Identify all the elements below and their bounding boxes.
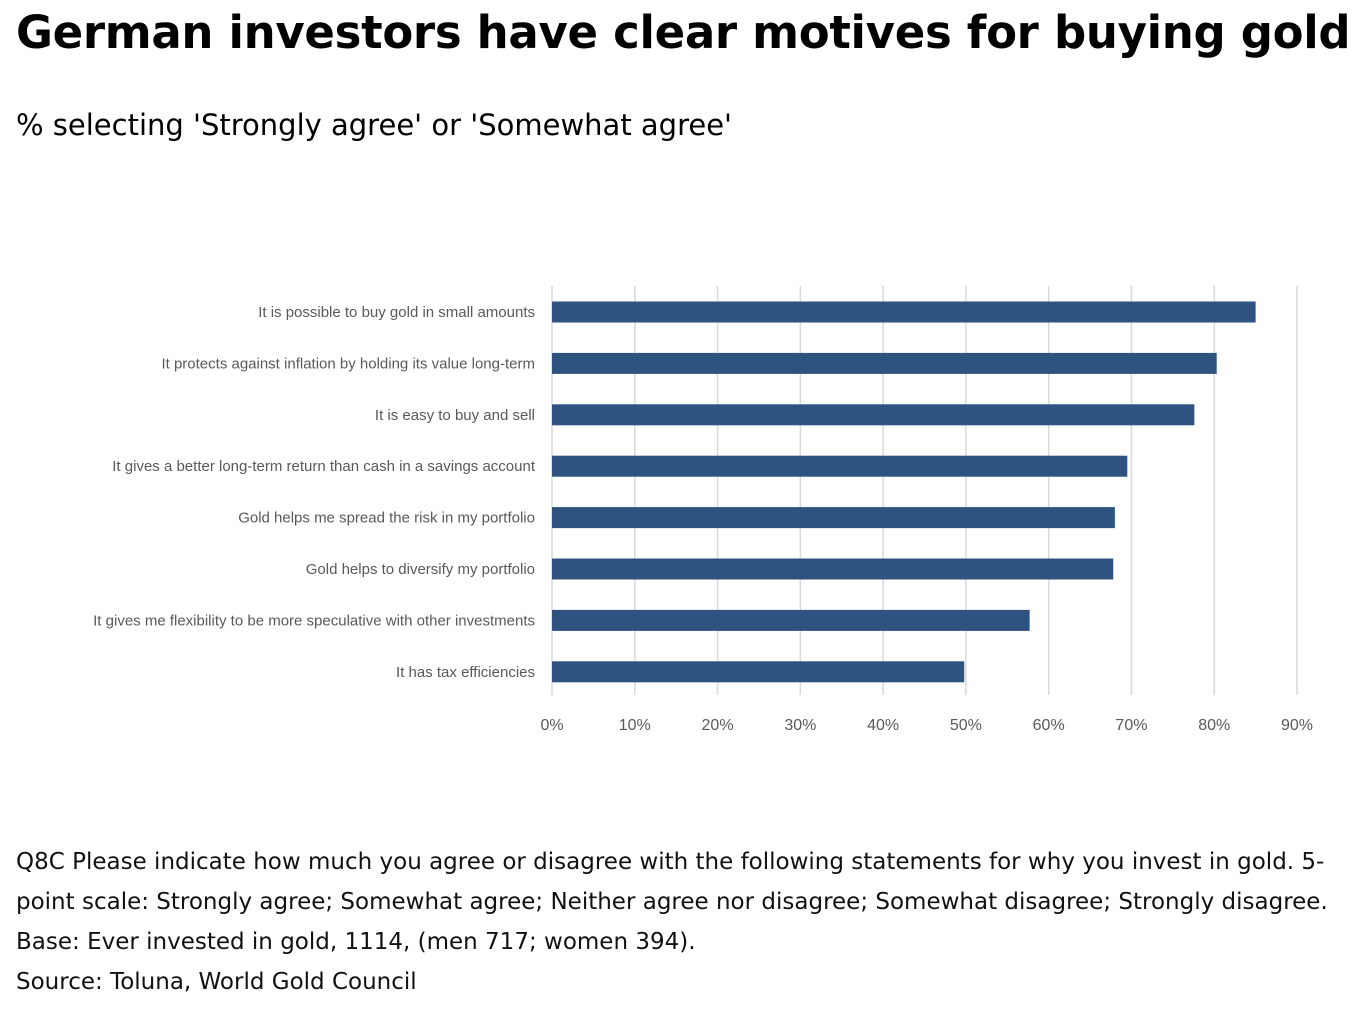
x-tick-label: 60%: [1033, 717, 1065, 734]
bar-chart: It is possible to buy gold in small amou…: [93, 286, 1313, 734]
x-tick-label: 90%: [1281, 717, 1313, 734]
question-note: Q8C Please indicate how much you agree o…: [16, 849, 1328, 915]
bar: [552, 455, 1128, 477]
category-label: Gold helps me spread the risk in my port…: [238, 510, 535, 527]
x-tick-label: 80%: [1198, 717, 1230, 734]
bar: [552, 661, 965, 683]
x-tick-label: 10%: [619, 717, 651, 734]
category-label: It protects against inflation by holding…: [161, 355, 535, 372]
bar: [552, 352, 1217, 374]
base-note: Base: Ever invested in gold, 1114, (men …: [16, 929, 696, 955]
bar: [552, 301, 1256, 323]
footnotes: Q8C Please indicate how much you agree o…: [16, 842, 1351, 1002]
category-label: It has tax efficiencies: [396, 664, 535, 681]
bar: [552, 609, 1030, 631]
x-tick-label: 20%: [702, 717, 734, 734]
category-label: It gives a better long-term return than …: [112, 458, 536, 475]
bar: [552, 558, 1114, 580]
category-label: It is possible to buy gold in small amou…: [258, 304, 535, 321]
category-label: Gold helps to diversify my portfolio: [306, 561, 535, 578]
category-labels: It is possible to buy gold in small amou…: [93, 304, 536, 681]
x-tick-label: 30%: [784, 717, 816, 734]
category-label: It gives me flexibility to be more specu…: [93, 612, 535, 629]
bars: [552, 301, 1256, 683]
x-tick-label: 0%: [540, 717, 563, 734]
bar: [552, 507, 1115, 529]
chart-title: German investors have clear motives for …: [16, 6, 1351, 59]
x-axis-tick-labels: 0% 10% 20% 30% 40% 50% 60% 70% 80% 90%: [540, 717, 1313, 734]
gridlines: [551, 286, 1298, 695]
chart-subtitle: % selecting 'Strongly agree' or 'Somewha…: [16, 108, 733, 142]
x-tick-label: 50%: [950, 717, 982, 734]
x-tick-label: 70%: [1115, 717, 1147, 734]
source-note: Source: Toluna, World Gold Council: [16, 969, 417, 995]
x-tick-label: 40%: [867, 717, 899, 734]
bar: [552, 404, 1195, 426]
category-label: It is easy to buy and sell: [375, 407, 535, 424]
